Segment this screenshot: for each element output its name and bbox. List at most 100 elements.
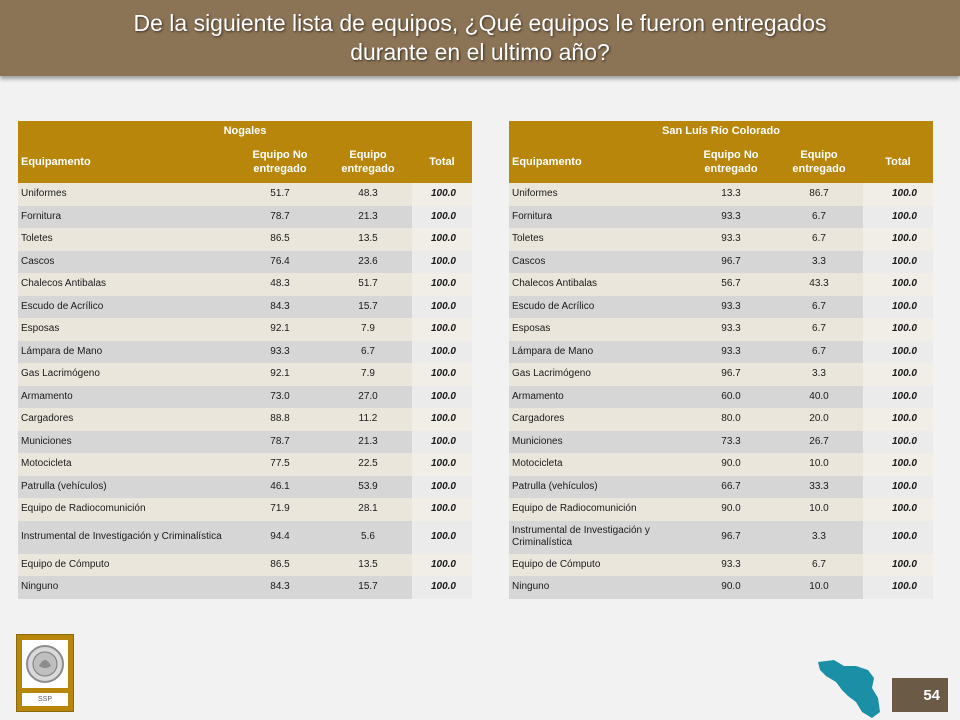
cell-no-entregado: 73.0 <box>236 385 324 408</box>
cell-equipamento: Armamento <box>18 385 236 408</box>
cell-no-entregado: 48.3 <box>236 273 324 296</box>
cell-equipamento: Patrulla (vehículos) <box>18 475 236 498</box>
cell-entregado: 28.1 <box>324 498 412 521</box>
cell-no-entregado: 73.3 <box>687 430 775 453</box>
coat-of-arms-icon <box>22 640 68 688</box>
cell-total: 100.0 <box>412 205 472 228</box>
table-row: Lámpara de Mano 93.3 6.7 100.0 <box>18 340 472 363</box>
table-row: Gas Lacrimógeno 92.1 7.9 100.0 <box>18 363 472 386</box>
region-header: Nogales <box>18 121 472 141</box>
table-row: Cascos 96.7 3.3 100.0 <box>509 250 933 273</box>
cell-equipamento: Equipo de Cómputo <box>509 553 687 576</box>
ssp-logo: SSP <box>16 634 74 712</box>
cell-total: 100.0 <box>412 228 472 251</box>
table-row: Esposas 93.3 6.7 100.0 <box>509 318 933 341</box>
cell-no-entregado: 93.3 <box>236 340 324 363</box>
cell-no-entregado: 96.7 <box>687 520 775 554</box>
page-title: De la siguiente lista de equipos, ¿Qué e… <box>133 10 827 65</box>
cell-no-entregado: 13.3 <box>687 183 775 206</box>
cell-equipamento: Esposas <box>509 318 687 341</box>
table-row: Equipo de Radiocomunición 71.9 28.1 100.0 <box>18 498 472 521</box>
cell-no-entregado: 80.0 <box>687 408 775 431</box>
cell-entregado: 6.7 <box>775 295 863 318</box>
cell-entregado: 53.9 <box>324 475 412 498</box>
cell-total: 100.0 <box>863 340 933 363</box>
cell-entregado: 6.7 <box>775 553 863 576</box>
cell-no-entregado: 94.4 <box>236 520 324 554</box>
cell-equipamento: Uniformes <box>509 183 687 206</box>
table-row: Motocicleta 77.5 22.5 100.0 <box>18 453 472 476</box>
cell-total: 100.0 <box>863 318 933 341</box>
table-row: Motocicleta 90.0 10.0 100.0 <box>509 453 933 476</box>
col-header-no-entregado: Equipo No entregado <box>687 141 775 183</box>
cell-entregado: 86.7 <box>775 183 863 206</box>
cell-equipamento: Armamento <box>509 385 687 408</box>
cell-entregado: 26.7 <box>775 430 863 453</box>
table-body: Uniformes 51.7 48.3 100.0 Fornitura 78.7 21.3 1… <box>18 183 472 599</box>
cell-entregado: 7.9 <box>324 363 412 386</box>
cell-equipamento: Instrumental de Investigación y Criminal… <box>18 520 236 554</box>
cell-no-entregado: 90.0 <box>687 453 775 476</box>
cell-total: 100.0 <box>412 385 472 408</box>
cell-equipamento: Esposas <box>18 318 236 341</box>
cell-no-entregado: 78.7 <box>236 430 324 453</box>
cell-total: 100.0 <box>863 430 933 453</box>
cell-equipamento: Lámpara de Mano <box>18 340 236 363</box>
region-header: San Luís Río Colorado <box>509 121 933 141</box>
cell-total: 100.0 <box>412 408 472 431</box>
cell-entregado: 6.7 <box>775 228 863 251</box>
cell-no-entregado: 60.0 <box>687 385 775 408</box>
table-row: Fornitura 93.3 6.7 100.0 <box>509 205 933 228</box>
table-row: Escudo de Acrílico 93.3 6.7 100.0 <box>509 295 933 318</box>
logo-label: SSP <box>22 693 68 706</box>
table-row: Armamento 73.0 27.0 100.0 <box>18 385 472 408</box>
col-header-entregado: Equipo entregado <box>324 141 412 183</box>
cell-total: 100.0 <box>412 553 472 576</box>
cell-entregado: 48.3 <box>324 183 412 206</box>
cell-no-entregado: 93.3 <box>687 295 775 318</box>
cell-total: 100.0 <box>412 430 472 453</box>
table-row: Armamento 60.0 40.0 100.0 <box>509 385 933 408</box>
cell-no-entregado: 96.7 <box>687 363 775 386</box>
cell-no-entregado: 76.4 <box>236 250 324 273</box>
cell-equipamento: Instrumental de Investigación y Criminal… <box>509 520 687 554</box>
table-row: Municiones 78.7 21.3 100.0 <box>18 430 472 453</box>
table-row: Cascos 76.4 23.6 100.0 <box>18 250 472 273</box>
nogales-table: Nogales Equipamento Equipo No entregado … <box>18 121 472 599</box>
table-row: Esposas 92.1 7.9 100.0 <box>18 318 472 341</box>
cell-entregado: 15.7 <box>324 576 412 599</box>
title-bar: De la siguiente lista de equipos, ¿Qué e… <box>0 0 960 76</box>
cell-total: 100.0 <box>412 250 472 273</box>
cell-no-entregado: 93.3 <box>687 318 775 341</box>
cell-total: 100.0 <box>863 475 933 498</box>
table-row: Instrumental de Investigación y Criminal… <box>509 520 933 554</box>
cell-total: 100.0 <box>863 385 933 408</box>
table-row: Equipo de Cómputo 93.3 6.7 100.0 <box>509 553 933 576</box>
cell-equipamento: Patrulla (vehículos) <box>509 475 687 498</box>
cell-total: 100.0 <box>412 498 472 521</box>
table-body: Uniformes 13.3 86.7 100.0 Fornitura 93.3 6.7 10… <box>509 183 933 599</box>
cell-entregado: 21.3 <box>324 430 412 453</box>
cell-entregado: 27.0 <box>324 385 412 408</box>
cell-equipamento: Fornitura <box>509 205 687 228</box>
cell-entregado: 10.0 <box>775 576 863 599</box>
cell-total: 100.0 <box>863 576 933 599</box>
cell-equipamento: Chalecos Antibalas <box>18 273 236 296</box>
cell-total: 100.0 <box>412 318 472 341</box>
cell-total: 100.0 <box>412 295 472 318</box>
cell-total: 100.0 <box>863 205 933 228</box>
cell-entregado: 6.7 <box>775 340 863 363</box>
cell-equipamento: Cargadores <box>509 408 687 431</box>
cell-total: 100.0 <box>412 475 472 498</box>
table-row: Toletes 93.3 6.7 100.0 <box>509 228 933 251</box>
cell-entregado: 7.9 <box>324 318 412 341</box>
cell-total: 100.0 <box>863 363 933 386</box>
cell-entregado: 5.6 <box>324 520 412 554</box>
cell-no-entregado: 51.7 <box>236 183 324 206</box>
cell-equipamento: Ninguno <box>509 576 687 599</box>
table-row: Gas Lacrimógeno 96.7 3.3 100.0 <box>509 363 933 386</box>
cell-equipamento: Fornitura <box>18 205 236 228</box>
cell-no-entregado: 84.3 <box>236 295 324 318</box>
table-row: Equipo de Cómputo 86.5 13.5 100.0 <box>18 553 472 576</box>
cell-no-entregado: 93.3 <box>687 340 775 363</box>
